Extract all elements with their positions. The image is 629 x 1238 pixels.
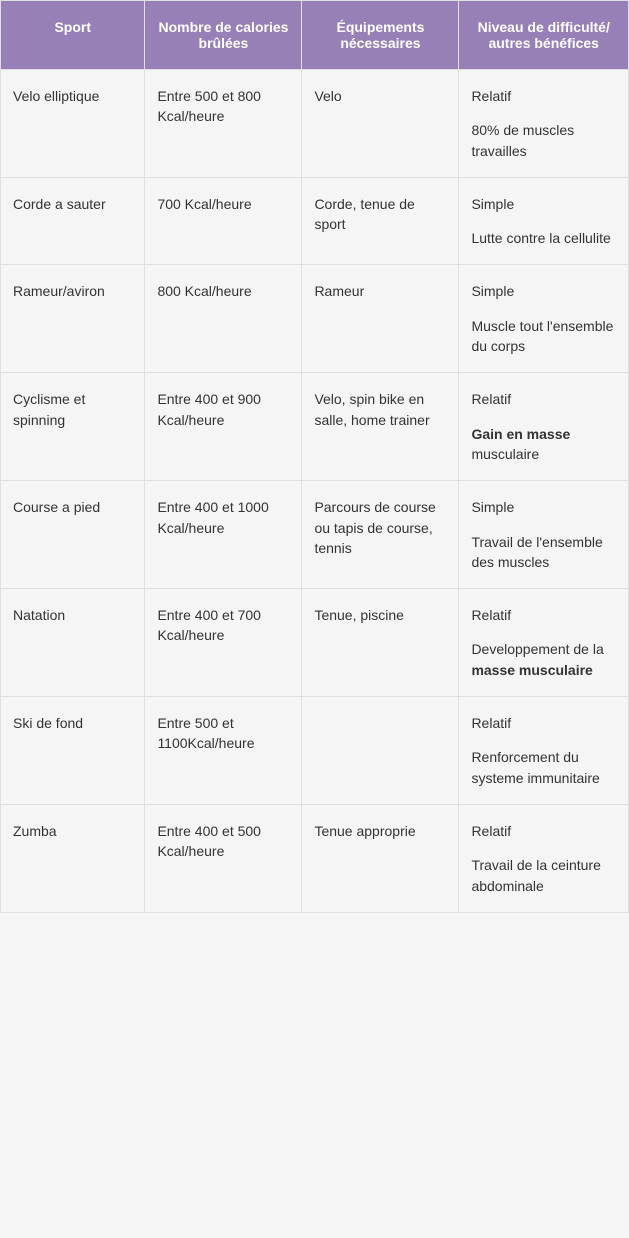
cell-equip: Corde, tenue de sport	[302, 177, 459, 265]
col-diff: Niveau de difficulté/ autres bénéfices	[459, 1, 629, 70]
diff-level: Relatif	[471, 389, 616, 409]
cell-calories: Entre 400 et 500 Kcal/heure	[145, 804, 302, 912]
cell-equip: Velo, spin bike en salle, home trainer	[302, 373, 459, 481]
diff-benefit: Travail de l'ensemble des muscles	[471, 532, 616, 573]
col-calories: Nombre de calories brûlées	[145, 1, 302, 70]
diff-benefit: Lutte contre la cellulite	[471, 228, 616, 248]
cell-calories: Entre 400 et 900 Kcal/heure	[145, 373, 302, 481]
cell-equip: Velo	[302, 70, 459, 178]
diff-level: Relatif	[471, 821, 616, 841]
table-row: Cyclisme et spinningEntre 400 et 900 Kca…	[1, 373, 629, 481]
cell-diff: Simple Muscle tout l'ensemble du corps	[459, 265, 629, 373]
cell-diff: Relatif Renforcement du systeme immunitai…	[459, 697, 629, 805]
cell-sport: Cyclisme et spinning	[1, 373, 145, 481]
cell-sport: Course a pied	[1, 481, 145, 589]
diff-level: Simple	[471, 497, 616, 517]
cell-calories: Entre 500 et 1100Kcal/heure	[145, 697, 302, 805]
table-row: Ski de fondEntre 500 et 1100Kcal/heure Re…	[1, 697, 629, 805]
diff-benefit: Renforcement du systeme immunitaire	[471, 747, 616, 788]
cell-equip: Rameur	[302, 265, 459, 373]
cell-calories: 700 Kcal/heure	[145, 177, 302, 265]
diff-level: Simple	[471, 194, 616, 214]
table-row: ZumbaEntre 400 et 500 Kcal/heureTenue ap…	[1, 804, 629, 912]
diff-level: Relatif	[471, 86, 616, 106]
diff-benefit: 80% de muscles travailles	[471, 120, 616, 161]
diff-benefit: Travail de la ceinture abdominale	[471, 855, 616, 896]
diff-benefit: Developpement de la masse musculaire	[471, 639, 616, 680]
cell-calories: 800 Kcal/heure	[145, 265, 302, 373]
table-row: Corde a sauter700 Kcal/heureCorde, tenue…	[1, 177, 629, 265]
col-equip: Équipements nécessaires	[302, 1, 459, 70]
cell-equip	[302, 697, 459, 805]
diff-level: Simple	[471, 281, 616, 301]
cell-sport: Ski de fond	[1, 697, 145, 805]
cell-sport: Natation	[1, 589, 145, 697]
diff-benefit: Gain en masse musculaire	[471, 424, 616, 465]
diff-level: Relatif	[471, 713, 616, 733]
cell-calories: Entre 500 et 800 Kcal/heure	[145, 70, 302, 178]
cell-diff: Simple Lutte contre la cellulite	[459, 177, 629, 265]
sports-table: Sport Nombre de calories brûlées Équipem…	[0, 0, 629, 913]
cell-sport: Velo elliptique	[1, 70, 145, 178]
table-row: Course a piedEntre 400 et 1000 Kcal/heur…	[1, 481, 629, 589]
table-row: NatationEntre 400 et 700 Kcal/heureTenue…	[1, 589, 629, 697]
cell-sport: Zumba	[1, 804, 145, 912]
cell-sport: Corde a sauter	[1, 177, 145, 265]
cell-diff: Simple Travail de l'ensemble des muscles	[459, 481, 629, 589]
cell-calories: Entre 400 et 1000 Kcal/heure	[145, 481, 302, 589]
table-row: Rameur/aviron800 Kcal/heureRameur Simple M…	[1, 265, 629, 373]
table-row: Velo elliptiqueEntre 500 et 800 Kcal/heu…	[1, 70, 629, 178]
col-sport: Sport	[1, 1, 145, 70]
cell-diff: Relatif Developpement de la masse muscula…	[459, 589, 629, 697]
table-header: Sport Nombre de calories brûlées Équipem…	[1, 1, 629, 70]
cell-sport: Rameur/aviron	[1, 265, 145, 373]
diff-level: Relatif	[471, 605, 616, 625]
cell-diff: Relatif Travail de la ceinture abdominale	[459, 804, 629, 912]
table-body: Velo elliptiqueEntre 500 et 800 Kcal/heu…	[1, 70, 629, 913]
cell-diff: Relatif Gain en masse musculaire	[459, 373, 629, 481]
diff-benefit: Muscle tout l'ensemble du corps	[471, 316, 616, 357]
cell-equip: Tenue, piscine	[302, 589, 459, 697]
cell-calories: Entre 400 et 700 Kcal/heure	[145, 589, 302, 697]
cell-equip: Parcours de course ou tapis de course, t…	[302, 481, 459, 589]
cell-equip: Tenue approprie	[302, 804, 459, 912]
cell-diff: Relatif 80% de muscles travailles	[459, 70, 629, 178]
